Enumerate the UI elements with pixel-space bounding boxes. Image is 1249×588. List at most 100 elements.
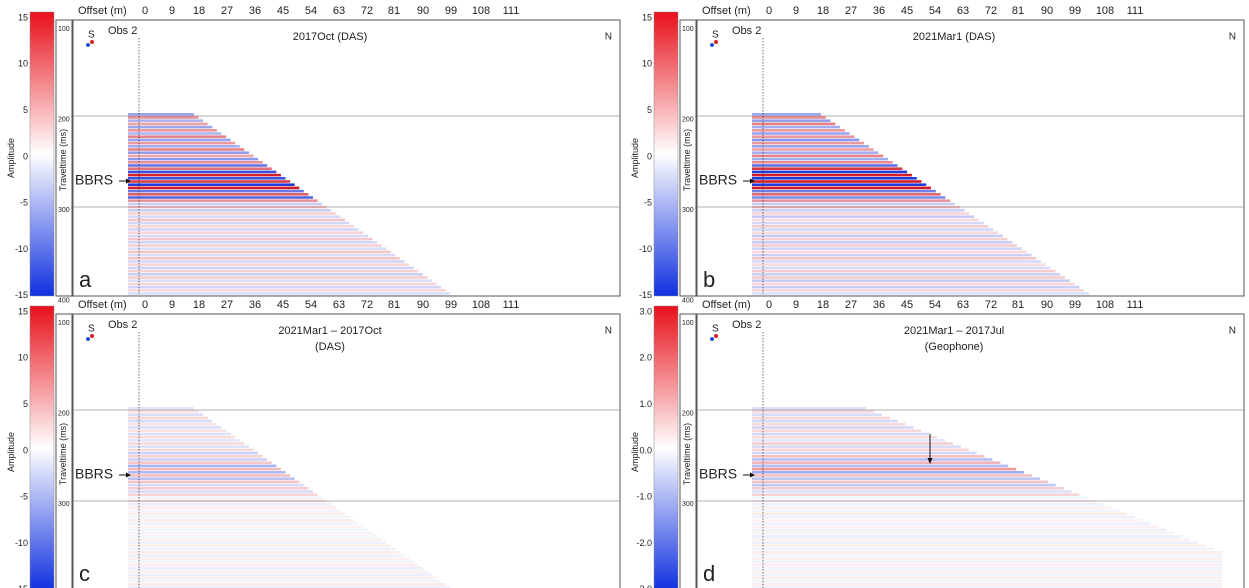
seismic-band [752,570,1222,573]
seismic-band [752,173,912,177]
seismic-band [128,260,405,263]
seismic-image [752,113,1089,295]
seismic-band [128,519,355,522]
traveltime-tick-label: 200 [682,410,694,417]
seismic-band [752,205,960,209]
colorbar [653,305,679,588]
seismic-band [128,225,355,228]
seismic-band [752,480,1048,484]
offset-tick-label: 45 [277,5,289,17]
seismic-band [128,234,368,238]
seismic-band [752,528,1167,532]
seismic-band [752,448,969,452]
offset-tick-label: 81 [1012,299,1024,311]
seismic-band [752,455,985,458]
seismic-band [752,269,1056,273]
offset-tick-label: 18 [193,5,205,17]
seismic-band [752,282,1075,286]
seismic-band [752,515,1135,519]
traveltime-label: Traveltime (ms) [682,129,692,191]
offset-tick-label: 111 [503,299,520,311]
offset-tick-label: 45 [277,299,289,311]
offset-tick-label: 45 [901,299,913,311]
amplitude-tick-label: 0 [647,151,652,161]
traveltime-axis-frame [55,313,73,588]
seismic-band [128,557,410,560]
seismic-band [752,490,1072,493]
amplitude-tick-label: 5 [647,105,652,115]
panel-title: (DAS) [315,341,345,353]
compass-dot [714,40,718,44]
offset-tick-label: 54 [929,299,941,311]
plot-frame [72,313,621,588]
amplitude-tick-label: -5 [644,198,652,208]
seismic-band [752,157,888,161]
seismic-band [128,244,382,247]
obs-label: Obs 2 [108,25,137,37]
seismic-band [128,113,194,116]
seismic-band [128,145,240,148]
seismic-band [752,407,866,410]
seismic-band [752,167,903,170]
seismic-band [752,525,1159,528]
seismic-band [128,215,341,218]
seismic-band [128,483,304,487]
seismic-band [752,451,977,455]
seismic-band [752,474,1032,477]
panel-title: 2021Mar1 (DAS) [913,31,996,43]
traveltime-tick-label: 300 [58,207,70,214]
seismic-band [752,145,869,148]
seismic-band [752,487,1064,490]
amplitude-label: Amplitude [6,138,16,178]
seismic-band [752,186,932,190]
seismic-band [752,212,970,215]
seismic-band [128,122,208,126]
marker-bg [698,466,740,484]
amplitude-tick-label: 5 [23,105,28,115]
seismic-band [752,260,1042,263]
seismic-band [752,253,1032,257]
seismic-band [128,269,419,273]
panel: 3.0 2.0 1.0 0.0 -1.0 -2.0 -3.0 Amplitude Travelt… [630,299,1245,588]
seismic-band [128,241,378,244]
seismic-band [128,177,286,180]
amplitude-tick-label: -10 [15,538,28,548]
seismic-band [128,138,231,142]
seismic-band [128,541,387,544]
seismic-band [128,570,428,573]
seismic-band [752,266,1051,270]
seismic-band [752,541,1198,544]
marker-label: BBRS [75,466,113,482]
seismic-band [128,263,410,266]
seismic-band [128,490,313,493]
traveltime-tick-label: 200 [682,116,694,123]
seismic-band [128,282,437,286]
amplitude-tick-label: -2.0 [636,538,652,548]
seismic-band [752,221,984,225]
seismic-band [128,461,272,464]
seismic-band [128,426,222,429]
traveltime-tick-label: 100 [682,26,694,33]
seismic-band [128,509,341,512]
seismic-band [752,458,993,461]
seismic-band [128,464,277,468]
offset-tick-label: 72 [985,5,997,17]
seismic-band [752,579,1222,583]
seismic-band [752,125,841,129]
seismic-band [752,241,1013,244]
offset-tick-label: 90 [417,5,429,17]
traveltime-tick-label: 300 [58,501,70,508]
north-label: N [605,326,612,337]
seismic-band [752,151,879,154]
seismic-band [128,273,423,276]
south-label: S [88,324,95,335]
seismic-band [752,557,1222,560]
plot-frame [72,19,621,297]
seismic-band [128,416,208,420]
seismic-band [752,135,855,138]
seismic-band [752,519,1143,522]
seismic-band [128,285,442,289]
seismic-band [128,551,400,554]
offset-tick-label: 27 [845,299,857,311]
seismic-band [752,183,927,186]
